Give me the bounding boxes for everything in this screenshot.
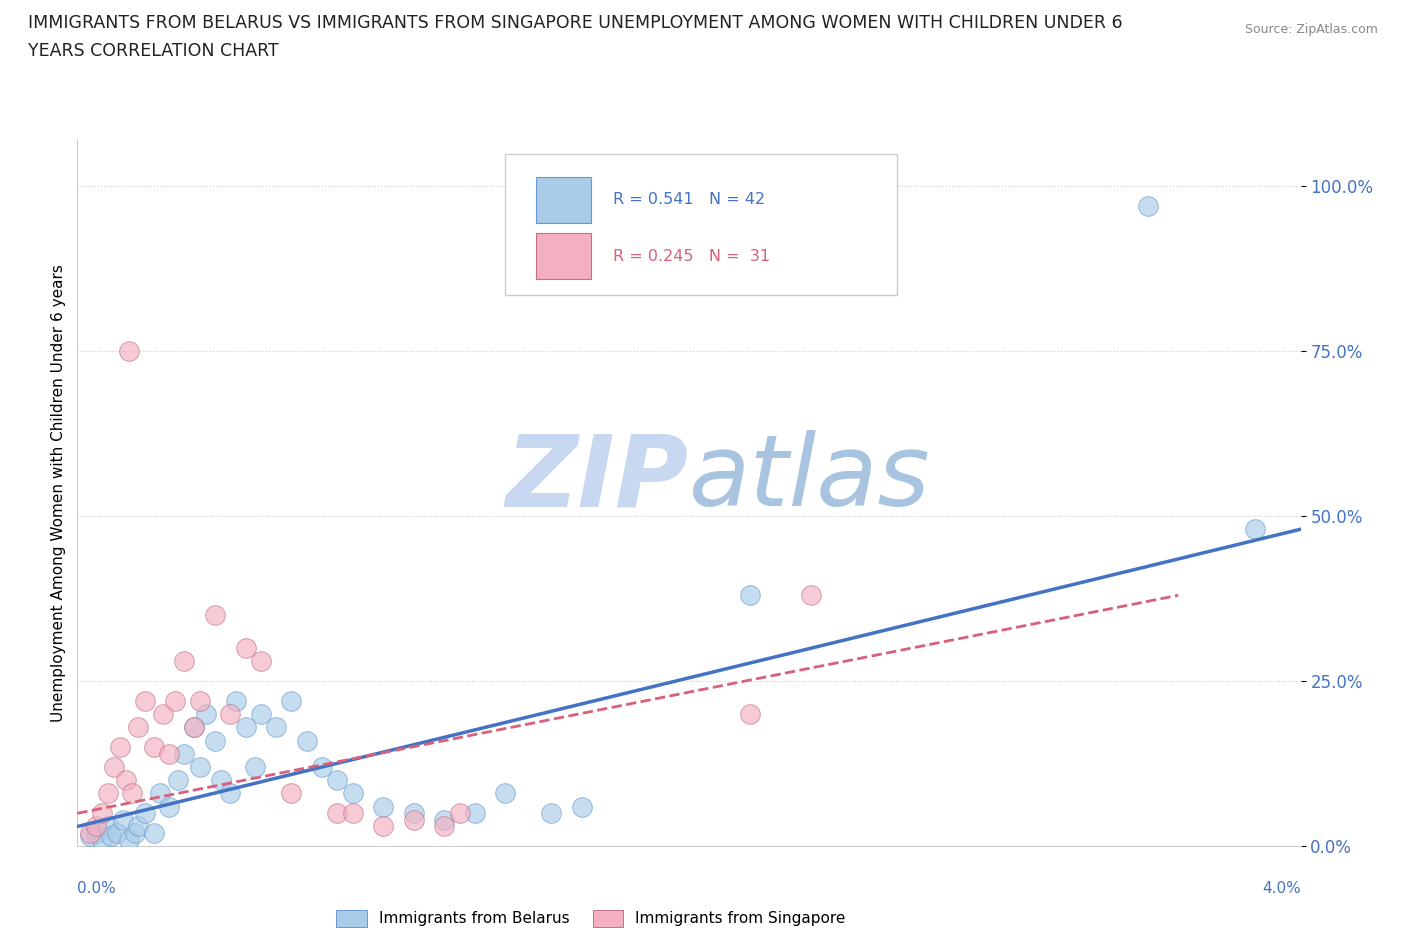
Point: [800, 588, 823, 603]
Point: [194, 707, 217, 722]
Point: [250, 707, 273, 722]
Point: [311, 760, 333, 775]
Point: [134, 805, 156, 820]
Point: [433, 819, 456, 834]
Point: [127, 819, 149, 834]
Point: [118, 343, 141, 358]
Point: [167, 773, 190, 788]
Point: [165, 694, 187, 709]
Point: [295, 733, 318, 748]
Point: [433, 813, 456, 828]
Point: [157, 747, 180, 762]
Point: [342, 805, 364, 820]
Text: IMMIGRANTS FROM BELARUS VS IMMIGRANTS FROM SINGAPORE UNEMPLOYMENT AMONG WOMEN WI: IMMIGRANTS FROM BELARUS VS IMMIGRANTS FR…: [28, 14, 1123, 32]
Point: [219, 786, 242, 801]
Point: [188, 760, 211, 775]
FancyBboxPatch shape: [506, 153, 897, 295]
Point: [103, 760, 125, 775]
Point: [571, 799, 593, 814]
Point: [79, 829, 101, 844]
Point: [326, 773, 349, 788]
Point: [127, 720, 149, 735]
Point: [100, 829, 122, 844]
Point: [105, 826, 128, 841]
Text: ZIP: ZIP: [506, 431, 689, 527]
Text: R = 0.541   N = 42: R = 0.541 N = 42: [613, 193, 765, 207]
Point: [173, 747, 195, 762]
Point: [342, 786, 364, 801]
Point: [173, 654, 195, 669]
Point: [402, 813, 425, 828]
Point: [204, 733, 226, 748]
Point: [112, 813, 135, 828]
Point: [97, 786, 120, 801]
Y-axis label: Unemployment Among Women with Children Under 6 years: Unemployment Among Women with Children U…: [51, 264, 66, 722]
Point: [243, 760, 266, 775]
Point: [121, 786, 143, 801]
Point: [97, 819, 120, 834]
Point: [371, 799, 394, 814]
Point: [124, 826, 146, 841]
Point: [149, 786, 172, 801]
Point: [90, 805, 112, 820]
Point: [118, 832, 141, 847]
Point: [402, 805, 425, 820]
Legend: Immigrants from Belarus, Immigrants from Singapore: Immigrants from Belarus, Immigrants from…: [330, 903, 852, 930]
Point: [115, 773, 138, 788]
Point: [90, 832, 112, 847]
FancyBboxPatch shape: [536, 177, 591, 222]
Text: atlas: atlas: [689, 431, 931, 527]
Point: [371, 819, 394, 834]
Point: [108, 739, 131, 754]
Text: 0.0%: 0.0%: [77, 881, 117, 896]
Text: 4.0%: 4.0%: [1261, 881, 1301, 896]
Point: [225, 694, 247, 709]
FancyBboxPatch shape: [536, 233, 591, 279]
Point: [326, 805, 349, 820]
Text: R = 0.245   N =  31: R = 0.245 N = 31: [613, 248, 770, 263]
Text: YEARS CORRELATION CHART: YEARS CORRELATION CHART: [28, 42, 278, 60]
Point: [152, 707, 174, 722]
Point: [1136, 198, 1159, 213]
Point: [157, 799, 180, 814]
Point: [79, 826, 101, 841]
Point: [740, 588, 762, 603]
Point: [280, 694, 302, 709]
Point: [449, 805, 471, 820]
Point: [84, 826, 107, 841]
Point: [142, 826, 165, 841]
Point: [188, 694, 211, 709]
Point: [280, 786, 302, 801]
Point: [464, 805, 486, 820]
Point: [740, 707, 762, 722]
Point: [1243, 522, 1265, 537]
Point: [495, 786, 517, 801]
Point: [209, 773, 232, 788]
Point: [183, 720, 205, 735]
Point: [204, 607, 226, 622]
Text: Source: ZipAtlas.com: Source: ZipAtlas.com: [1244, 23, 1378, 36]
Point: [219, 707, 242, 722]
Point: [250, 654, 273, 669]
Point: [235, 641, 257, 656]
Point: [235, 720, 257, 735]
Point: [134, 694, 156, 709]
Point: [264, 720, 287, 735]
Point: [540, 805, 562, 820]
Point: [183, 720, 205, 735]
Point: [142, 739, 165, 754]
Point: [84, 819, 107, 834]
